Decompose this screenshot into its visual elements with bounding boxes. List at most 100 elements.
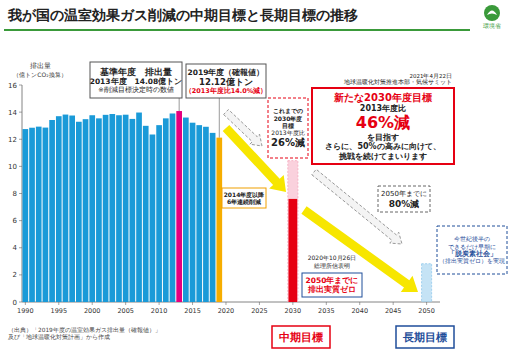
y-tick xyxy=(19,166,22,167)
background xyxy=(0,0,512,359)
bar xyxy=(150,135,156,302)
x-tick-label: 2000 xyxy=(84,307,101,315)
annotation-box xyxy=(268,98,308,158)
annotation-text: 2021年4月22日 xyxy=(410,73,453,79)
annotation-box xyxy=(312,88,454,164)
bar xyxy=(109,114,115,302)
annotation-text: 6年連続削減 xyxy=(227,198,261,205)
y-tick-label: 16 xyxy=(8,82,17,90)
annotation-text: 12.12億トン xyxy=(199,77,253,87)
x-tick xyxy=(125,302,126,305)
annotation-text: 2030年度 xyxy=(274,115,303,122)
bar xyxy=(23,129,29,302)
y-tick xyxy=(19,139,22,140)
x-tick-label: 2035 xyxy=(318,307,335,315)
bar xyxy=(96,118,102,302)
y-tick-label: 6 xyxy=(13,217,18,225)
annotation-text: 46%減 xyxy=(356,113,410,132)
connector xyxy=(219,98,220,138)
x-tick xyxy=(259,302,260,305)
annotation-text: 2020年10月26日 xyxy=(308,254,357,261)
bar xyxy=(210,133,216,302)
annotation-text: 2014年度以降 xyxy=(224,191,266,198)
bar xyxy=(130,119,136,302)
annotation-text: 26%減 xyxy=(271,137,305,148)
y-tick xyxy=(19,193,22,194)
y-axis-label: 排出量 xyxy=(30,62,51,70)
bar xyxy=(29,128,35,302)
x-tick-label: 2025 xyxy=(251,307,268,315)
bar xyxy=(183,118,189,302)
bar xyxy=(289,199,298,302)
annotation-text: 今世紀後半の xyxy=(454,235,490,242)
x-tick xyxy=(426,302,427,305)
x-tick-label: 2045 xyxy=(385,307,402,315)
x-tick-label: 2015 xyxy=(184,307,201,315)
annotation-text: 中期目標 xyxy=(279,331,323,344)
bar xyxy=(83,119,89,302)
annotation-text: 80%減 xyxy=(389,199,420,209)
annotation-text: 排出実質ゼロ xyxy=(307,284,356,294)
x-tick-label: 2040 xyxy=(351,307,368,315)
y-tick-label: 2 xyxy=(13,271,17,279)
annotation-text: 2013年度比 xyxy=(360,103,406,113)
bar xyxy=(43,128,49,302)
chart-canvas: 我が国の温室効果ガス削減の中期目標と長期目標の推移環境省排出量（億トンCO₂換算… xyxy=(0,0,512,359)
bar xyxy=(69,116,75,302)
annotation-box xyxy=(396,326,454,348)
x-tick-label: 1990 xyxy=(17,307,34,315)
y-tick xyxy=(19,85,22,86)
bar xyxy=(156,125,162,302)
annotation-box xyxy=(222,188,266,208)
bar xyxy=(56,116,62,302)
x-tick xyxy=(92,302,93,305)
annotation-text: 2013年度 14.08億トン xyxy=(90,76,183,86)
bar xyxy=(203,127,209,302)
bar xyxy=(123,115,129,302)
bar xyxy=(176,111,182,302)
annotation-box xyxy=(378,186,430,212)
x-tick-label: 2010 xyxy=(151,307,168,315)
y-tick-label: 12 xyxy=(8,136,17,144)
y-axis-label: （億トンCO₂換算） xyxy=(13,71,66,79)
annotation-text: 2013年度比 xyxy=(271,129,304,136)
x-tick xyxy=(58,302,59,305)
x-tick xyxy=(292,302,293,305)
annotation-text: 及び「地球温暖化対策計画」から作成 xyxy=(8,333,110,340)
logo-leaf xyxy=(487,11,497,16)
annotation-text: 2019年度（確報値） xyxy=(188,67,265,77)
y-tick xyxy=(19,220,22,221)
annotation-box xyxy=(90,62,182,98)
bar xyxy=(143,126,149,302)
logo-text: 環境省 xyxy=(483,22,501,29)
annotation-text: 目標 xyxy=(282,122,294,129)
bar xyxy=(190,123,196,302)
y-tick-label: 14 xyxy=(8,109,17,117)
logo-mark xyxy=(484,5,500,21)
annotation-text: 長期目標 xyxy=(402,331,447,344)
connector xyxy=(179,98,180,111)
x-tick-label: 2005 xyxy=(117,307,134,315)
x-tick xyxy=(359,302,360,305)
title-rule xyxy=(4,29,470,31)
bar xyxy=(89,115,95,302)
bar xyxy=(288,161,298,302)
bar xyxy=(49,120,55,302)
annotation-box xyxy=(437,226,507,274)
x-tick-label: 2030 xyxy=(285,307,302,315)
x-tick-label: 2050 xyxy=(418,307,435,315)
annotation-text: （出典）「2019年度の温室効果ガス排出量（確報値）」 xyxy=(8,326,161,334)
y-tick-label: 8 xyxy=(13,190,17,198)
x-tick xyxy=(192,302,193,305)
x-tick xyxy=(225,302,226,305)
x-tick xyxy=(25,302,26,305)
bar xyxy=(196,125,202,302)
x-tick-label: 1995 xyxy=(51,307,68,315)
annotation-text: 総理所信表明 xyxy=(313,262,350,269)
annotation-text: 新たな2030年度目標 xyxy=(333,92,432,104)
annotation-text: （2013年度比14.0%減） xyxy=(185,86,268,95)
bar xyxy=(163,118,169,302)
bar xyxy=(136,113,142,302)
y-tick-label: 0 xyxy=(13,299,17,307)
bar xyxy=(422,264,432,302)
